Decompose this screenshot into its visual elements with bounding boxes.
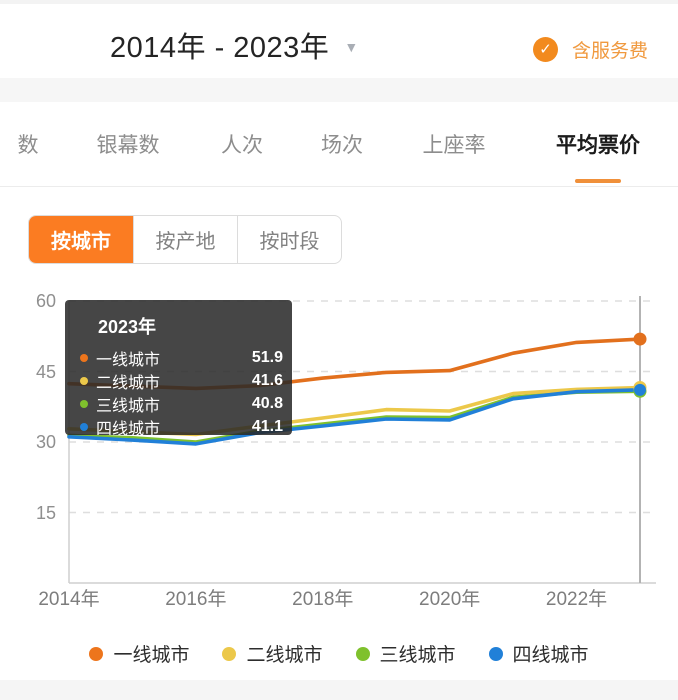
legend-label: 四线城市	[512, 645, 589, 666]
legend-item-1[interactable]: 二线城市	[222, 640, 323, 667]
date-range-label: 2014年 - 2023年	[110, 32, 330, 64]
series-dot-icon	[80, 376, 88, 385]
active-tab-underline	[575, 179, 621, 183]
tooltip-series-value: 41.6	[251, 371, 283, 389]
metric-tab-1[interactable]: 银幕数	[95, 102, 161, 185]
series-end-dot-2	[634, 383, 646, 396]
x-axis-tick-label: 2014年	[38, 589, 100, 610]
date-range-selector[interactable]: 2014年 - 2023年 ▼	[110, 24, 358, 66]
top-strip	[0, 0, 678, 4]
tooltip-title: 2023年	[98, 317, 157, 337]
legend-dot-icon	[355, 646, 370, 661]
filter-button-1[interactable]: 按产地	[133, 216, 237, 263]
tooltip-row: 一线城市 51.9	[65, 346, 292, 369]
chevron-down-icon: ▼	[344, 39, 359, 55]
tooltip-series-value: 40.8	[251, 394, 283, 412]
series-dot-icon	[80, 399, 88, 408]
metric-tab-0[interactable]: 数	[12, 102, 44, 185]
series-dot-icon	[80, 353, 88, 362]
tooltip-series-label: 三线城市	[96, 397, 161, 415]
tooltip-series-label: 一线城市	[96, 351, 161, 369]
x-axis-tick-label: 2022年	[545, 589, 608, 610]
chart-legend: 一线城市 二线城市 三线城市 四线城市	[0, 640, 678, 667]
tooltip-series-value: 51.9	[251, 348, 283, 366]
tooltip-series-value: 41.1	[251, 417, 283, 435]
filter-segmented-control: 按城市 按产地 按时段	[28, 215, 342, 264]
series-line-2	[67, 388, 642, 446]
x-axis-tick-label: 2016年	[165, 589, 227, 610]
service-fee-toggle[interactable]: ✓ 含服务费	[532, 36, 648, 63]
legend-item-0[interactable]: 一线城市	[89, 640, 189, 667]
header: 2014年 - 2023年 ▼ ✓ 含服务费	[0, 4, 678, 78]
legend-label: 二线城市	[246, 645, 323, 666]
filter-label: 按城市	[51, 231, 111, 253]
check-glyph: ✓	[539, 41, 552, 58]
metric-tab-4[interactable]: 上座率	[421, 102, 487, 185]
bottom-strip	[0, 680, 678, 700]
tooltip-series-label: 二线城市	[96, 374, 161, 392]
tab-label: 上座率	[422, 133, 486, 157]
series-end-dot-3	[633, 332, 647, 346]
checkbox-checked-icon: ✓	[532, 37, 558, 62]
tab-label: 人次	[221, 133, 263, 157]
tooltip-row: 二线城市 41.6	[65, 369, 292, 392]
tab-label: 银幕数	[96, 133, 160, 157]
metric-tab-3[interactable]: 场次	[319, 102, 365, 185]
x-axis-tick-label: 2018年	[292, 589, 354, 610]
legend-label: 一线城市	[113, 645, 190, 666]
tooltip-row: 三线城市 40.8	[65, 392, 292, 415]
y-axis-tick-label: 60	[35, 291, 56, 311]
series-dot-icon	[80, 422, 88, 431]
legend-item-3[interactable]: 四线城市	[488, 640, 589, 667]
legend-dot-icon	[89, 646, 104, 661]
metric-tab-5[interactable]: 平均票价	[554, 102, 642, 185]
filter-button-2[interactable]: 按时段	[237, 216, 341, 263]
tab-label: 场次	[321, 133, 363, 157]
legend-dot-icon	[488, 646, 503, 661]
section-divider	[0, 78, 678, 102]
tooltip-rows: 一线城市 51.9 二线城市 41.6 三线城市 40.8 四线城市 41.1	[65, 346, 292, 438]
metric-tab-bar: 数 银幕数 人次 场次 上座率 平均票价	[0, 102, 678, 187]
legend-dot-icon	[222, 646, 237, 661]
y-axis-tick-label: 15	[35, 502, 56, 523]
chart-area: 2023年 一线城市 51.9 二线城市 41.6 三线城市 40.8 四线城市 41.1 1…	[0, 290, 678, 620]
tooltip-row: 四线城市 41.1	[65, 415, 292, 438]
filter-label: 按时段	[259, 231, 320, 253]
service-fee-label: 含服务费	[571, 41, 648, 62]
tooltip-series-label: 四线城市	[96, 420, 161, 438]
y-axis-tick-label: 45	[35, 361, 56, 382]
legend-label: 三线城市	[379, 645, 456, 666]
tab-label: 数	[17, 133, 39, 157]
y-axis-tick-label: 30	[35, 432, 56, 452]
tab-label: 平均票价	[556, 133, 640, 157]
x-axis-tick-label: 2020年	[419, 589, 481, 610]
metric-tab-2[interactable]: 人次	[219, 102, 265, 185]
chart-tooltip: 2023年 一线城市 51.9 二线城市 41.6 三线城市 40.8 四线城市 41.1	[65, 300, 292, 438]
legend-item-2[interactable]: 三线城市	[355, 640, 456, 667]
filter-label: 按产地	[155, 231, 216, 253]
filter-button-0[interactable]: 按城市	[29, 216, 133, 263]
